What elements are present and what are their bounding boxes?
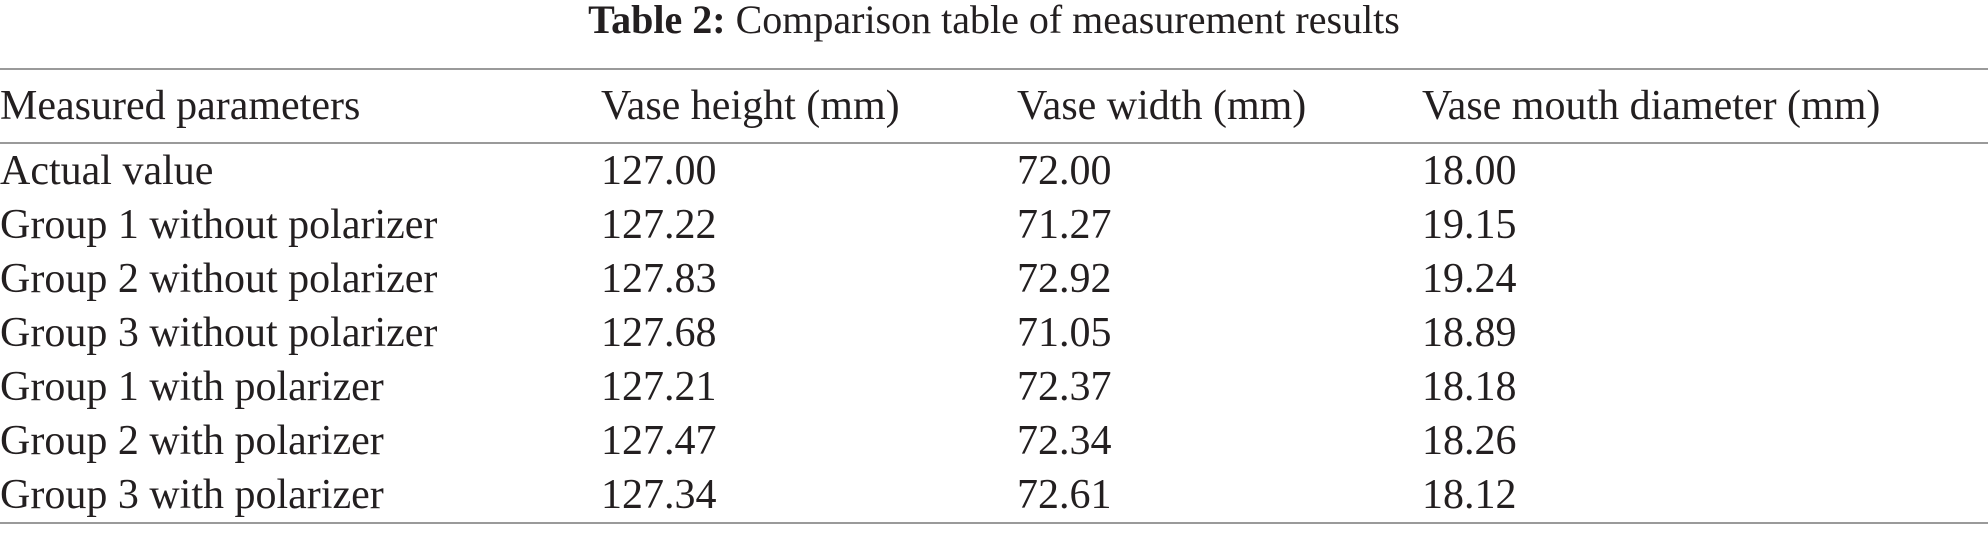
cell-value: 18.00 (1422, 148, 1517, 194)
table-row: Group 3 without polarizer 127.68 71.05 18.8… (0, 306, 1988, 360)
cell-value: 127.83 (601, 256, 717, 302)
column-header: Measured parameters (0, 83, 361, 129)
cell-value: 72.34 (1017, 418, 1112, 464)
column-header: Vase width (mm) (1017, 83, 1307, 129)
column-header: Vase mouth diameter (mm) (1422, 83, 1881, 129)
caption-text: Comparison table of measurement results (735, 0, 1400, 42)
cell-value: 18.89 (1422, 310, 1517, 356)
cell-value: 72.61 (1017, 472, 1112, 518)
cell-value: 72.37 (1017, 364, 1112, 410)
table-row: Group 2 with polarizer 127.47 72.34 18.26 (0, 414, 1988, 468)
table-row: Group 2 without polarizer 127.83 72.92 19.2… (0, 252, 1988, 306)
row-label: Group 2 with polarizer (0, 418, 384, 464)
table-body: Actual value 127.00 72.00 18.00 Group 1 with… (0, 143, 1988, 523)
caption-label: Table 2: (588, 0, 726, 42)
header-row: Measured parameters Vase height (mm) Vase … (0, 69, 1988, 143)
cell-value: 71.27 (1017, 202, 1112, 248)
cell-value: 127.00 (601, 148, 717, 194)
row-label: Group 1 with polarizer (0, 364, 384, 410)
results-table: Measured parameters Vase height (mm) Vase … (0, 68, 1988, 524)
row-label: Actual value (0, 148, 214, 194)
cell-value: 72.92 (1017, 256, 1112, 302)
table-row: Group 1 with polarizer 127.21 72.37 18.18 (0, 360, 1988, 414)
table-caption: Table 2: Comparison table of measurement … (0, 0, 1988, 68)
cell-value: 72.00 (1017, 148, 1112, 194)
cell-value: 127.21 (601, 364, 717, 410)
table-row: Actual value 127.00 72.00 18.00 (0, 143, 1988, 198)
cell-value: 19.24 (1422, 256, 1517, 302)
table-head: Measured parameters Vase height (mm) Vase … (0, 69, 1988, 143)
cell-value: 18.12 (1422, 472, 1517, 518)
cell-value: 18.18 (1422, 364, 1517, 410)
cell-value: 127.68 (601, 310, 717, 356)
row-label: Group 1 without polarizer (0, 202, 438, 248)
row-label: Group 2 without polarizer (0, 256, 438, 302)
cell-value: 127.34 (601, 472, 717, 518)
table-row: Group 3 with polarizer 127.34 72.61 18.12 (0, 468, 1988, 523)
cell-value: 19.15 (1422, 202, 1517, 248)
cell-value: 127.47 (601, 418, 717, 464)
cell-value: 127.22 (601, 202, 717, 248)
column-header: Vase height (mm) (601, 83, 900, 129)
row-label: Group 3 with polarizer (0, 472, 384, 518)
table-row: Group 1 without polarizer 127.22 71.27 19.1… (0, 198, 1988, 252)
row-label: Group 3 without polarizer (0, 310, 438, 356)
cell-value: 18.26 (1422, 418, 1517, 464)
cell-value: 71.05 (1017, 310, 1112, 356)
